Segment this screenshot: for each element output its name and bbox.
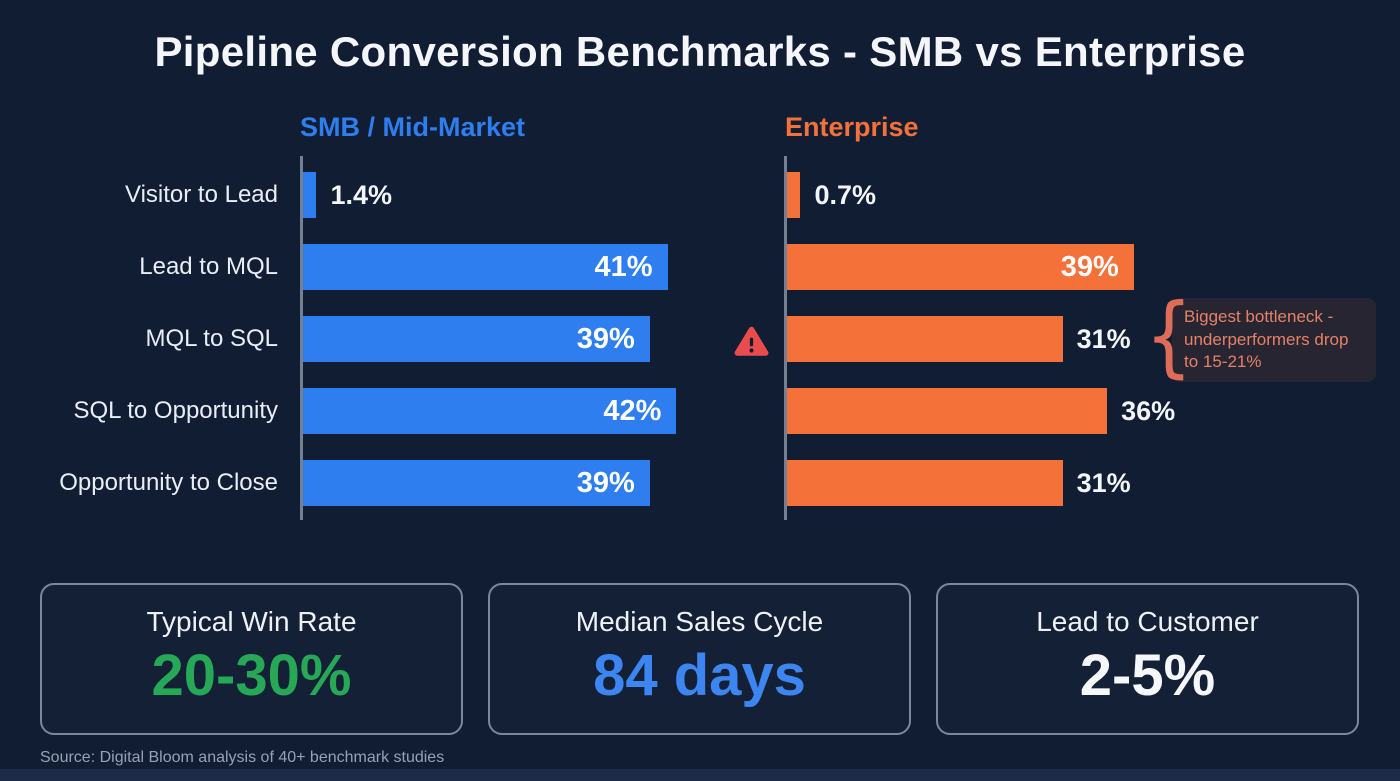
annotation-brace: { [1145, 284, 1193, 387]
bar-value-label: 1.4% [330, 179, 393, 210]
bar: 41% [303, 244, 668, 290]
stat-value: 2-5% [1079, 643, 1216, 708]
bar-row: 42% [303, 375, 712, 447]
bar-row: 39% [303, 303, 712, 375]
bar: 39% [303, 460, 650, 506]
warning-triangle-icon [734, 324, 769, 359]
bar-row: 36% [787, 375, 1196, 447]
annotation-line: Biggest bottleneck - [1184, 307, 1334, 326]
enterprise-column-header: Enterprise [785, 112, 919, 142]
stat-label: Lead to Customer [1036, 606, 1259, 637]
category-label: Visitor to Lead [125, 181, 278, 208]
stat-card-sales-cycle: Median Sales Cycle 84 days [488, 583, 911, 735]
bar-value-label: 0.7% [814, 179, 877, 210]
bar-row: 31% [787, 447, 1196, 519]
bar-value-label: 39% [576, 466, 635, 499]
annotation-line: underperformers drop [1184, 329, 1349, 349]
category-labels: Visitor to Lead Lead to MQL MQL to SQL SQL … [0, 156, 300, 519]
annotation-callout: Biggest bottleneck - underperformers dro… [1172, 298, 1376, 382]
bar [787, 388, 1108, 434]
category-label: MQL to SQL [145, 325, 279, 352]
bar [787, 172, 801, 218]
annotation-line: to 15-21% [1184, 352, 1262, 372]
bottom-accent-strip [0, 769, 1400, 781]
bar-value-label: 42% [603, 394, 662, 427]
bar [787, 316, 1063, 362]
bar-value-label: 31% [1076, 467, 1131, 498]
source-note: Source: Digital Bloom analysis of 40+ be… [40, 749, 445, 766]
stat-label: Median Sales Cycle [575, 606, 824, 637]
stat-value: 84 days [593, 643, 806, 708]
enterprise-bar-chart: 0.7% 39% 31% 36% 31% [784, 156, 1196, 520]
stat-card-lead-to-customer: Lead to Customer 2-5% [936, 583, 1359, 735]
category-label: Lead to MQL [139, 253, 278, 280]
bar-row: 31% [787, 303, 1196, 375]
bar-row: 41% [303, 231, 712, 303]
bar: 39% [787, 244, 1134, 290]
category-label: SQL to Opportunity [73, 397, 278, 424]
bar-row: 39% [787, 231, 1196, 303]
category-label: Opportunity to Close [59, 469, 278, 496]
stat-label: Typical Win Rate [146, 606, 357, 637]
bar: 39% [303, 316, 650, 362]
smb-bar-chart: 1.4% 41% 39% 42% 39% [300, 156, 712, 520]
bar [303, 172, 317, 218]
page-title: Pipeline Conversion Benchmarks - SMB vs … [154, 28, 1246, 75]
bar-value-label: 41% [594, 250, 653, 283]
bar-value-label: 36% [1121, 395, 1176, 426]
stat-value: 20-30% [151, 643, 352, 708]
bar-row: 39% [303, 447, 712, 519]
bar-value-label: 39% [1060, 250, 1119, 283]
smb-column-header: SMB / Mid-Market [300, 112, 526, 142]
bar-value-label: 39% [576, 322, 635, 355]
bar [787, 460, 1063, 506]
bar: 42% [303, 388, 677, 434]
stat-card-win-rate: Typical Win Rate 20-30% [40, 583, 463, 735]
bar-row: 1.4% [303, 159, 712, 231]
bar-row: 0.7% [787, 159, 1196, 231]
bar-value-label: 31% [1076, 323, 1131, 354]
